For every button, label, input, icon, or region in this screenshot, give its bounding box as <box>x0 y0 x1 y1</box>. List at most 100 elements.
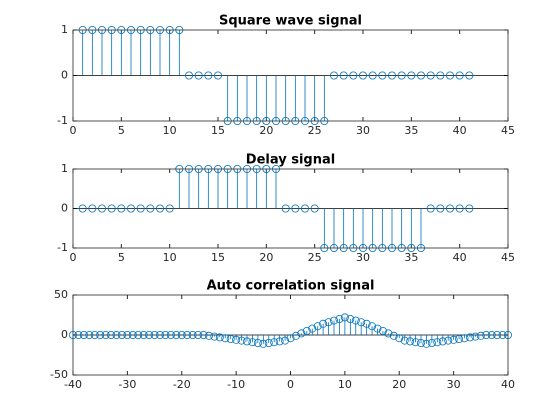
stem-marker <box>297 329 306 338</box>
stem-marker <box>264 338 273 347</box>
stem-marker <box>498 330 507 339</box>
stem-marker <box>449 335 458 344</box>
stem-marker <box>134 330 143 339</box>
stem-marker <box>177 330 186 339</box>
stem-marker <box>78 204 87 213</box>
stem-marker <box>242 337 251 346</box>
stem-marker <box>79 330 88 339</box>
stem-marker <box>319 319 328 328</box>
stem-marker <box>107 204 116 213</box>
stem-marker <box>281 204 290 213</box>
stem-marker <box>427 338 436 347</box>
x-tick-label: 15 <box>211 251 225 264</box>
stem-marker <box>74 330 83 339</box>
stem-marker <box>188 330 197 339</box>
x-tick-label: 45 <box>501 251 515 264</box>
x-tick-label: 40 <box>453 124 467 137</box>
stem-marker <box>145 330 154 339</box>
chart-title: Auto correlation signal <box>207 279 375 294</box>
stem-marker <box>150 330 159 339</box>
stem-marker <box>340 313 349 322</box>
x-tick-label: 20 <box>392 378 406 391</box>
stem-marker <box>199 330 208 339</box>
axes-box <box>72 29 509 122</box>
y-tick-label: -50 <box>50 368 68 381</box>
y-tick-label: 0 <box>61 328 68 341</box>
x-tick-label: 0 <box>287 378 294 391</box>
stem-marker <box>194 330 203 339</box>
stem-marker <box>101 330 110 339</box>
stem-marker <box>455 334 464 343</box>
x-tick-label: 40 <box>453 251 467 264</box>
x-tick-label: 20 <box>259 251 273 264</box>
x-tick-label: 10 <box>163 251 177 264</box>
stem-marker <box>90 330 99 339</box>
stem-marker <box>351 316 360 325</box>
stem-marker <box>324 318 333 327</box>
stem-marker <box>139 330 148 339</box>
chart-title: Delay signal <box>246 153 335 168</box>
stem-marker <box>416 338 425 347</box>
x-tick-label: -30 <box>118 378 136 391</box>
stem-marker <box>384 329 393 338</box>
stem-marker <box>117 330 126 339</box>
stem-marker <box>406 337 415 346</box>
x-tick-label: 40 <box>501 378 515 391</box>
x-tick-label: 0 <box>70 124 77 137</box>
y-tick-label: 1 <box>61 162 68 175</box>
stem-marker <box>166 330 175 339</box>
stem-marker <box>329 316 338 325</box>
stem-marker <box>302 326 311 335</box>
stem-marker <box>444 336 453 345</box>
stem-marker <box>465 71 474 80</box>
stem-marker <box>373 324 382 333</box>
stem-marker <box>411 338 420 347</box>
stem-marker <box>358 71 367 80</box>
stem-marker <box>416 71 425 80</box>
stem-marker <box>455 204 464 213</box>
stem-marker <box>253 338 262 347</box>
stem-marker <box>127 204 136 213</box>
stem-marker <box>155 330 164 339</box>
stem-marker <box>426 71 435 80</box>
stem-marker <box>88 204 97 213</box>
stem-marker <box>215 333 224 342</box>
stem-marker <box>436 204 445 213</box>
stem-marker <box>98 204 107 213</box>
axes-box <box>72 168 509 249</box>
stem-marker <box>465 333 474 342</box>
stem-marker <box>438 337 447 346</box>
stem-marker <box>308 324 317 333</box>
stem-marker <box>248 338 257 347</box>
stem-marker <box>445 71 454 80</box>
stem-marker <box>482 330 491 339</box>
stem-marker <box>460 334 469 343</box>
stem-marker <box>155 204 164 213</box>
axes-box <box>72 294 509 376</box>
stem-marker <box>455 71 464 80</box>
stem-marker <box>426 204 435 213</box>
stem-marker <box>357 318 366 327</box>
stem-marker <box>237 336 246 345</box>
x-tick-label: 0 <box>70 251 77 264</box>
stem-marker <box>291 204 300 213</box>
y-tick-label: -1 <box>57 241 68 254</box>
stem-marker <box>161 330 170 339</box>
stem-marker <box>378 71 387 80</box>
stem-marker <box>221 334 230 343</box>
x-tick-label: 30 <box>356 251 370 264</box>
x-tick-label: 20 <box>259 124 273 137</box>
x-tick-label: 35 <box>404 124 418 137</box>
stem-marker <box>96 330 105 339</box>
stem-marker <box>400 336 409 345</box>
x-tick-label: -20 <box>173 378 191 391</box>
stem-marker <box>291 331 300 340</box>
x-tick-label: 25 <box>308 251 322 264</box>
stem-marker <box>407 71 416 80</box>
stem-marker <box>422 339 431 348</box>
stem-marker <box>378 326 387 335</box>
x-tick-label: 10 <box>338 378 352 391</box>
stem-marker <box>313 322 322 331</box>
